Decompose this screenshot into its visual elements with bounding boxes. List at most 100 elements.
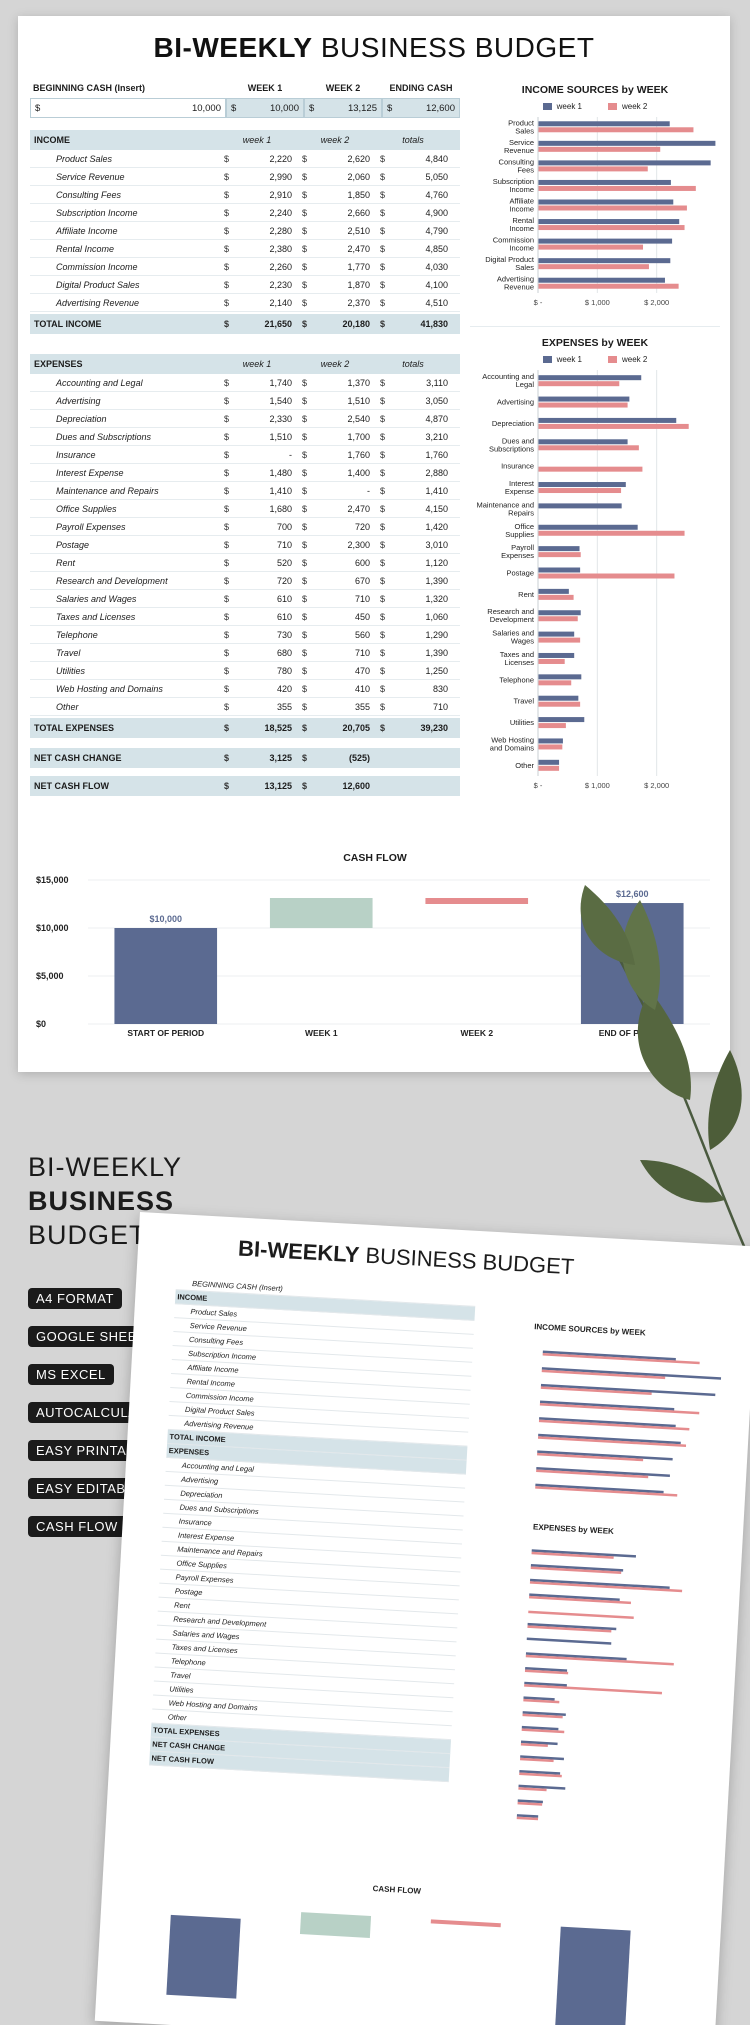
- category-label: Depreciation: [492, 419, 534, 428]
- expense-week1-cell[interactable]: $1,410: [224, 485, 292, 496]
- income-week1-cell[interactable]: $2,260: [224, 261, 292, 272]
- expense-week2-cell[interactable]: $710: [302, 593, 370, 604]
- income-week1-cell[interactable]: $2,240: [224, 207, 292, 218]
- income-week1-cell[interactable]: $2,140: [224, 297, 292, 308]
- expense-week1-cell[interactable]: $355: [224, 701, 292, 712]
- expense-week1-cell[interactable]: $1,740: [224, 377, 292, 388]
- expense-total-cell: $3,110: [380, 377, 448, 388]
- expense-week1-cell[interactable]: $710: [224, 539, 292, 550]
- income-week2-value: 2,510: [347, 225, 370, 236]
- cash-flow-title: CASH FLOW: [343, 852, 407, 864]
- expense-total-cell: $1,120: [380, 557, 448, 568]
- income-week1-cell[interactable]: $2,230: [224, 279, 292, 290]
- expense-week2-cell[interactable]: $1,510: [302, 395, 370, 406]
- expense-week2-cell[interactable]: $600: [302, 557, 370, 568]
- expense-week1-cell[interactable]: $2,330: [224, 413, 292, 424]
- expense-week2-cell[interactable]: $1,370: [302, 377, 370, 388]
- expense-week1-value: 520: [276, 557, 292, 568]
- mockup-expense-bar-week1: [529, 1593, 620, 1601]
- bar-week1: [538, 121, 670, 127]
- income-week2-cell[interactable]: $1,770: [302, 261, 370, 272]
- expense-week2-cell[interactable]: $450: [302, 611, 370, 622]
- income-week1-cell[interactable]: $2,380: [224, 243, 292, 254]
- expense-week1-cell[interactable]: $730: [224, 629, 292, 640]
- expense-week2-cell[interactable]: $2,540: [302, 413, 370, 424]
- mockup-income-title: INCOME SOURCES by WEEK: [534, 1322, 646, 1337]
- expense-week1-cell[interactable]: $610: [224, 593, 292, 604]
- expense-week2-value: 450: [354, 611, 370, 622]
- expenses-chart-title: EXPENSES by WEEK: [541, 337, 649, 349]
- category-label: WEEK 1: [305, 1028, 338, 1038]
- expense-week2-cell[interactable]: $410: [302, 683, 370, 694]
- income-total-value: 4,840: [425, 153, 448, 164]
- expense-week1-cell[interactable]: $720: [224, 575, 292, 586]
- expense-week2-cell[interactable]: $560: [302, 629, 370, 640]
- expense-total-cell: $1,420: [380, 521, 448, 532]
- expense-week1-cell[interactable]: $700: [224, 521, 292, 532]
- expense-week1-cell[interactable]: $1,510: [224, 431, 292, 442]
- expense-name: Office Supplies: [56, 503, 117, 514]
- bar-week2: [538, 765, 560, 771]
- expense-week1-cell[interactable]: $1,540: [224, 395, 292, 406]
- expense-week2-cell[interactable]: $1,400: [302, 467, 370, 478]
- income-week2-cell[interactable]: $2,470: [302, 243, 370, 254]
- expense-week2-cell[interactable]: $1,700: [302, 431, 370, 442]
- expense-week1-value: 610: [276, 611, 292, 622]
- expense-week2-cell[interactable]: $355: [302, 701, 370, 712]
- bar-week2: [538, 637, 581, 643]
- income-col-week2: week 2: [320, 135, 350, 145]
- expense-week2-cell[interactable]: $ -: [302, 485, 370, 496]
- income-name: Advertising Revenue: [56, 297, 140, 308]
- expense-week1-cell[interactable]: $1,480: [224, 467, 292, 478]
- category-label: Postage: [506, 569, 534, 578]
- income-week2-cell[interactable]: $2,620: [302, 153, 370, 164]
- expense-week2-cell[interactable]: $670: [302, 575, 370, 586]
- expense-week2-cell[interactable]: $720: [302, 521, 370, 532]
- income-week1-cell[interactable]: $2,990: [224, 171, 292, 182]
- expense-week1-cell[interactable]: $780: [224, 665, 292, 676]
- income-week2-cell[interactable]: $2,510: [302, 225, 370, 236]
- expense-week1-cell[interactable]: $680: [224, 647, 292, 658]
- income-week1-cell[interactable]: $2,910: [224, 189, 292, 200]
- expense-week2-cell[interactable]: $2,470: [302, 503, 370, 514]
- income-week1-cell[interactable]: $2,220: [224, 153, 292, 164]
- income-week2-cell[interactable]: $1,850: [302, 189, 370, 200]
- expense-week1-value: 1,680: [269, 503, 292, 514]
- expense-week2-cell[interactable]: $470: [302, 665, 370, 676]
- expense-week1-cell[interactable]: $ -: [224, 449, 292, 460]
- sheet-mockup: BI-WEEKLY BUSINESS BUDGET BEGINNING CASH…: [94, 1212, 750, 2025]
- category-label: Travel: [513, 697, 534, 706]
- bar-week2: [538, 466, 643, 472]
- income-week2-cell[interactable]: $2,060: [302, 171, 370, 182]
- bar-week1: [538, 258, 671, 264]
- expense-rows: Accounting and Legal $1,740 $1,370 $3,110 Ad…: [30, 374, 460, 716]
- category-label: Rent: [518, 590, 535, 599]
- expense-week2-cell[interactable]: $2,300: [302, 539, 370, 550]
- expense-week1-cell[interactable]: $420: [224, 683, 292, 694]
- title-light: BUSINESS BUDGET: [320, 32, 595, 63]
- expense-week2-cell[interactable]: $1,760: [302, 449, 370, 460]
- bar-week1: [538, 140, 716, 146]
- income-week1-cell[interactable]: $2,280: [224, 225, 292, 236]
- income-row: Digital Product Sales $2,230 $1,870 $4,100: [30, 276, 460, 294]
- expense-week2-cell[interactable]: $710: [302, 647, 370, 658]
- expense-week1-cell[interactable]: $1,680: [224, 503, 292, 514]
- income-week2-cell[interactable]: $2,660: [302, 207, 370, 218]
- expense-row: Web Hosting and Domains $420 $410 $830: [30, 680, 460, 698]
- bar-week2: [538, 205, 687, 211]
- bar-week1: [538, 524, 638, 530]
- plant-decoration: [580, 885, 750, 1260]
- bar-week1: [538, 546, 580, 552]
- expense-row: Research and Development $720 $670 $1,390: [30, 572, 460, 590]
- income-week2-cell[interactable]: $2,370: [302, 297, 370, 308]
- income-name: Product Sales: [56, 153, 113, 164]
- expense-row: Insurance $ - $1,760 $1,760: [30, 446, 460, 464]
- expense-week1-value: -: [289, 449, 292, 460]
- expense-week1-cell[interactable]: $610: [224, 611, 292, 622]
- expense-week1-value: 1,480: [269, 467, 292, 478]
- category-label: Legal: [516, 380, 535, 389]
- expense-name: Postage: [56, 539, 90, 550]
- income-week2-cell[interactable]: $1,870: [302, 279, 370, 290]
- beginning-cash-input[interactable]: $10,000: [30, 98, 226, 118]
- expense-week1-cell[interactable]: $520: [224, 557, 292, 568]
